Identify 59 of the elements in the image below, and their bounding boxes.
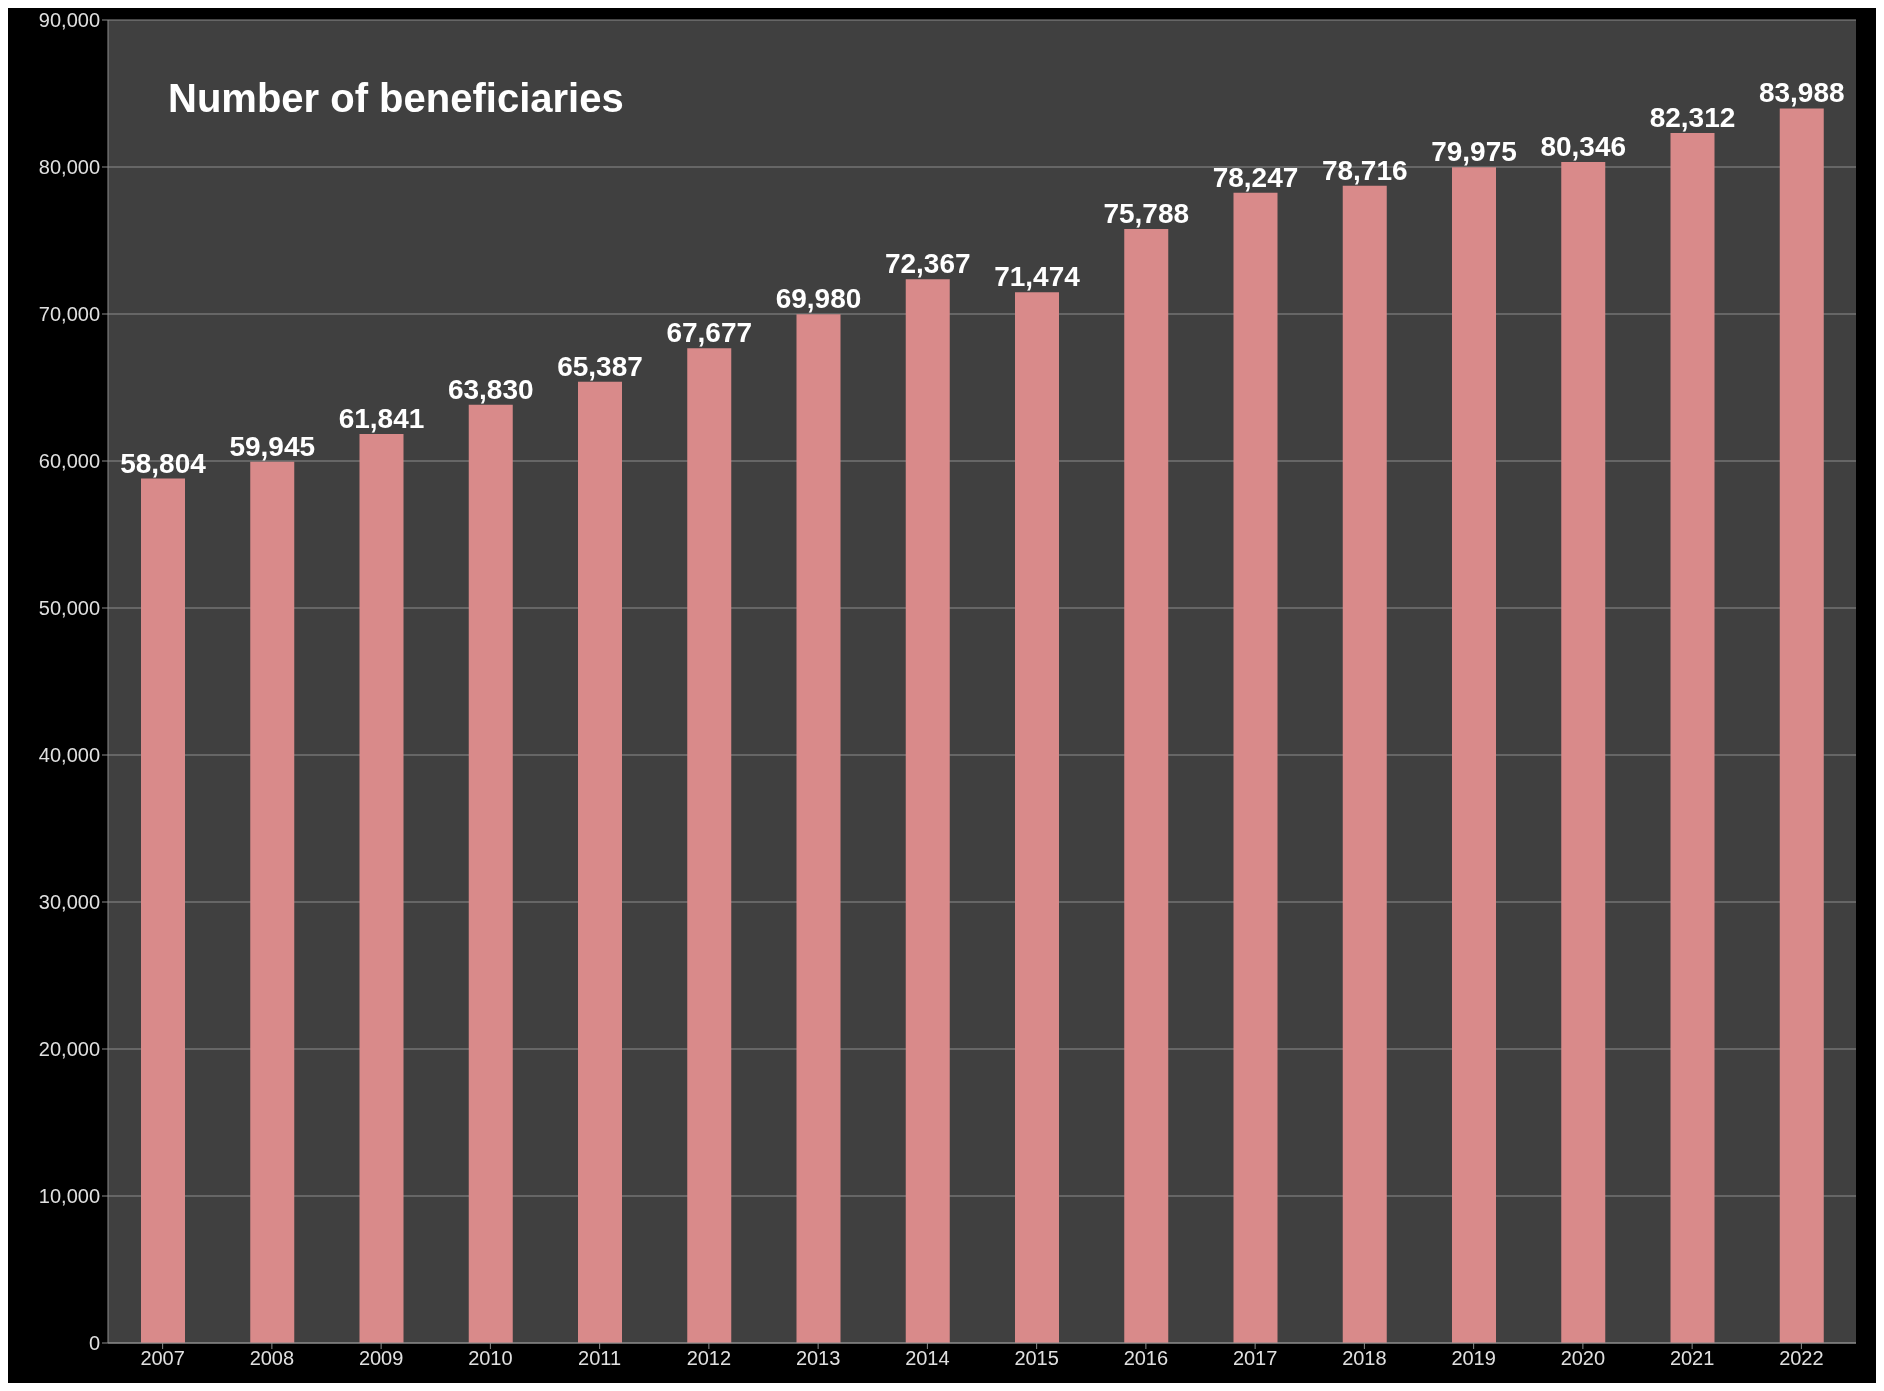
data-label: 65,387 [557,350,643,382]
bar [1561,161,1606,1343]
y-tick-label: 70,000 [38,303,100,326]
text: Number of beneficiaries [168,76,624,121]
x-tick-label: 2010 [468,1347,513,1370]
x-tick-label: 2015 [1014,1347,1059,1370]
x-tick-label: 2018 [1342,1347,1387,1370]
bar [1124,228,1169,1343]
bar [359,433,404,1343]
x-tick-label: 2019 [1451,1347,1496,1370]
x-tick-label: 2017 [1232,1347,1278,1370]
x-tick-label: 2011 [578,1347,622,1370]
data-label: 69,980 [775,283,862,315]
x-tick-label: 2007 [140,1347,185,1370]
data-label: 58,804 [120,447,207,479]
x-tick-label: 2016 [1123,1347,1169,1370]
data-label: 72,367 [884,248,971,280]
data-label: 78,716 [1321,154,1408,186]
data-label: 80,346 [1540,130,1627,162]
data-label: 63,830 [447,373,534,405]
y-tick-label: 90,000 [38,9,100,32]
data-label: 75,788 [1103,197,1190,229]
bar [1342,185,1387,1343]
data-label: 83,988 [1758,77,1845,109]
y-tick-label: 0 [88,1332,100,1355]
data-label: 71,474 [994,261,1081,293]
y-tick-label: 40,000 [38,744,100,767]
bar [1779,108,1824,1343]
x-tick-label: 2009 [358,1347,404,1370]
x-tick-label: 2022 [1779,1347,1824,1370]
data-label: 61,841 [338,402,425,434]
data-label: 78,247 [1212,161,1299,193]
y-tick-label: 80,000 [38,156,100,179]
data-label: 67,677 [666,317,753,349]
x-tick-label: 2013 [795,1347,841,1370]
data-label: 82,312 [1649,102,1736,134]
x-tick-label: 2014 [905,1347,950,1370]
y-tick-label: 50,000 [38,597,100,620]
bar [905,279,950,1343]
x-tick-label: 2021 [1669,1347,1715,1370]
bar [468,404,513,1343]
data-label: 59,945 [229,430,316,462]
bar [687,348,732,1343]
y-tick-label: 20,000 [38,1038,100,1061]
bar [141,478,185,1343]
bar [578,381,622,1343]
bar [796,314,841,1343]
y-tick-label: 60,000 [38,450,100,473]
bar [250,461,295,1343]
x-tick-label: 2012 [686,1347,732,1370]
y-tick-label: 30,000 [38,891,100,914]
data-label: 79,975 [1431,136,1517,168]
bar [1452,167,1496,1343]
bar [1233,192,1278,1343]
x-tick-label: 2008 [249,1347,295,1370]
bar [1670,133,1715,1343]
bar [1015,292,1059,1343]
y-tick-label: 10,000 [38,1185,100,1208]
x-tick-label: 2020 [1560,1347,1606,1370]
